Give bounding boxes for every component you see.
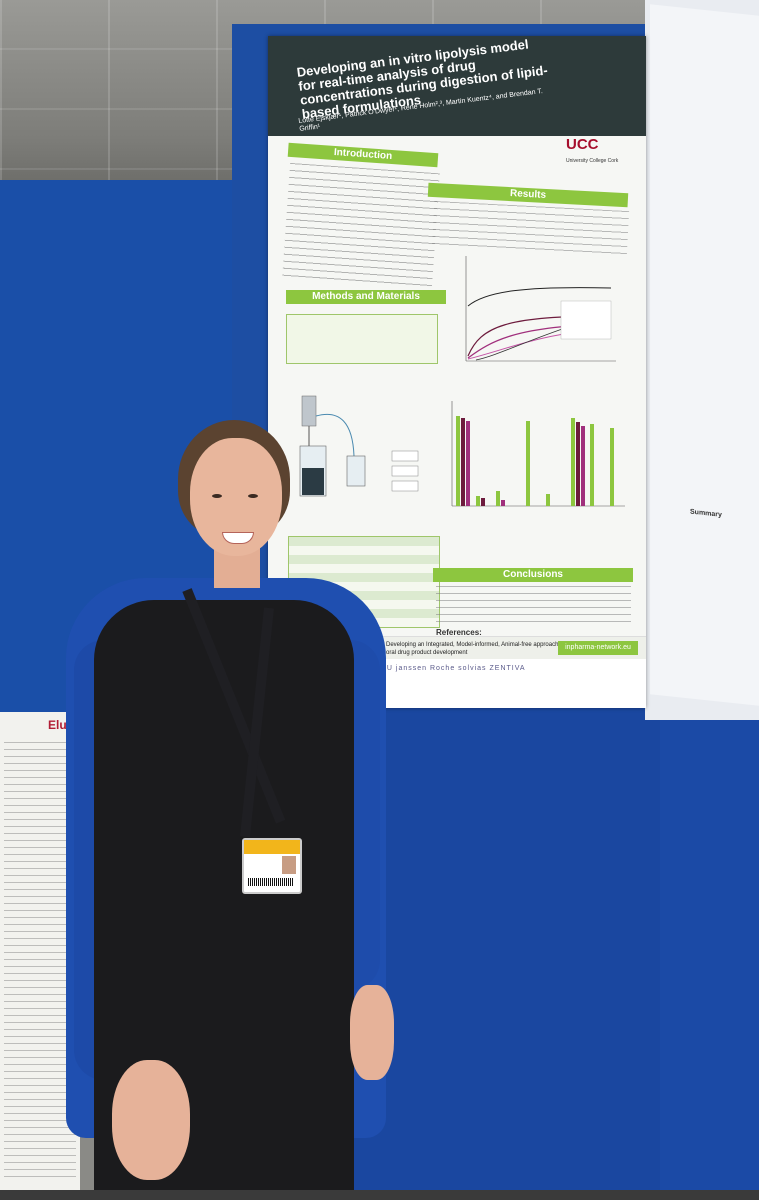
results-line-chart <box>465 256 616 362</box>
badge-barcode <box>248 878 294 886</box>
right-poster-summary-heading: Summary <box>690 508 722 519</box>
results-bar-chart <box>451 401 625 507</box>
ucc-logo-subtitle: University College Cork <box>566 158 619 164</box>
references-heading: References: <box>436 628 482 637</box>
right-poster: Summary <box>650 4 759 706</box>
person-eye-left <box>212 494 222 498</box>
floor <box>0 1190 759 1200</box>
badge-photo <box>282 856 296 874</box>
experimental-setup-figure <box>299 395 419 497</box>
introduction-text <box>282 162 440 289</box>
partner-logos: Fraunhofer SDU janssen Roche solvias ZEN… <box>328 665 526 672</box>
ucc-logo: UCC <box>566 136 599 153</box>
badge-band <box>244 840 300 854</box>
footer-tagline: Developing an Integrated, Model-informed… <box>386 642 566 656</box>
conclusions-heading: Conclusions <box>433 568 633 582</box>
person-hand-left <box>112 1060 190 1180</box>
person-eye-right <box>248 494 258 498</box>
person-hand-right <box>350 985 394 1080</box>
conclusions-text <box>436 586 631 626</box>
center-display-board-lower <box>340 700 670 1200</box>
methods-heading: Methods and Materials <box>286 290 446 304</box>
left-poster-text <box>4 742 76 1182</box>
right-display-board <box>660 700 759 1200</box>
footer-url: inpharma-network.eu <box>558 641 638 655</box>
poster-header: Developing an in vitro lipolysis model f… <box>268 36 646 136</box>
formulation-table <box>286 314 438 364</box>
name-badge <box>242 838 302 894</box>
